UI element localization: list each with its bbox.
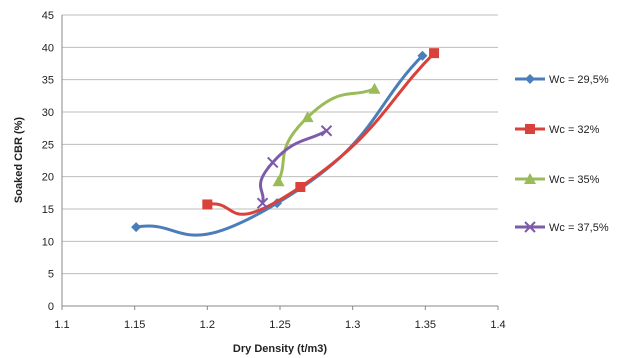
x-tick-label: 1.25 [269, 319, 290, 331]
legend-marker [524, 173, 536, 184]
data-point-marker [202, 199, 213, 210]
data-point-marker [417, 50, 428, 61]
legend-marker [525, 124, 535, 134]
y-tick-label: 25 [42, 139, 54, 151]
data-point-marker [320, 125, 333, 137]
legend-label: Wc = 32% [549, 124, 600, 136]
x-tick-label: 1.15 [124, 319, 145, 331]
data-point-marker [429, 48, 440, 59]
legend-label: Wc = 37,5% [549, 222, 609, 234]
x-tick-label: 1.3 [345, 319, 360, 331]
series-line [134, 54, 424, 237]
x-tick-label: 1.4 [490, 319, 505, 331]
data-point-marker [368, 82, 381, 94]
series-2 [202, 48, 440, 216]
x-tick-label: 1.1 [54, 319, 69, 331]
y-tick-label: 45 [42, 10, 54, 22]
x-tick-labels: 1.1 1.15 1.2 1.25 1.3 1.35 1.4 [54, 306, 506, 331]
y-tick-label: 5 [48, 269, 54, 281]
legend-item: Wc = 32% [515, 124, 600, 136]
series-1 [131, 50, 428, 237]
legend-marker [525, 74, 535, 84]
x-axis-title: Dry Density (t/m3) [233, 343, 327, 355]
data-point-marker [131, 222, 142, 233]
x-tick-label: 1.35 [415, 319, 436, 331]
data-point-marker [272, 175, 285, 187]
y-tick-label: 10 [42, 236, 54, 248]
legend-item: Wc = 35% [515, 173, 600, 186]
data-point-marker [301, 111, 314, 123]
y-tick-labels: 0 5 10 15 20 25 30 35 40 45 [42, 10, 54, 313]
y-tick-label: 35 [42, 75, 54, 87]
legend-marker [524, 221, 536, 233]
axes [61, 15, 498, 307]
data-point-marker [295, 182, 306, 193]
series-4 [256, 125, 333, 209]
y-tick-label: 20 [42, 172, 54, 184]
series-group [131, 48, 440, 237]
y-tick-label: 0 [48, 301, 54, 313]
x-tick-label: 1.2 [200, 319, 215, 331]
y-tick-label: 40 [42, 42, 54, 54]
y-tick-label: 15 [42, 204, 54, 216]
legend-label: Wc = 29,5% [549, 74, 609, 86]
y-tick-label: 30 [42, 107, 54, 119]
legend: Wc = 29,5% Wc = 32% Wc = 35% Wc = 37,5% [515, 74, 609, 234]
legend-item: Wc = 29,5% [515, 74, 609, 86]
legend-item: Wc = 37,5% [515, 221, 609, 234]
legend-label: Wc = 35% [549, 174, 600, 186]
data-point-marker [256, 197, 269, 209]
y-axis-title: Soaked CBR (%) [13, 117, 25, 204]
gridlines [62, 14, 498, 275]
data-point-marker [267, 156, 279, 169]
series-3 [272, 82, 381, 187]
